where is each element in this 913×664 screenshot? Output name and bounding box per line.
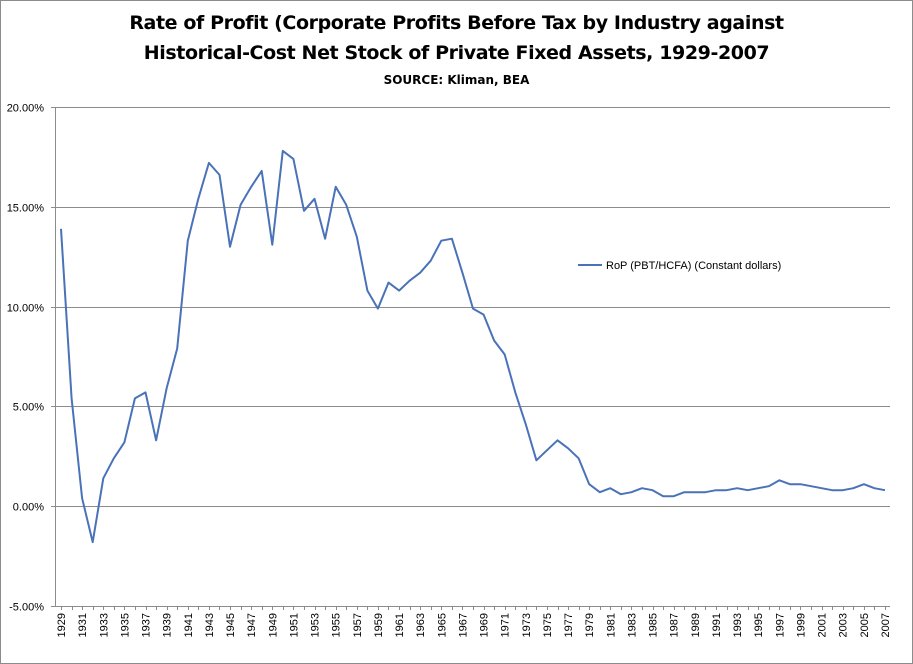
x-tick-label: 1995 xyxy=(753,613,765,637)
gridlines xyxy=(55,107,890,607)
x-tick-label: 2003 xyxy=(838,613,850,637)
y-tick-labels: -5.00% 0.00% 5.00% 10.00% 15.00% 20.00% xyxy=(7,103,45,614)
x-tick-label: 1943 xyxy=(204,613,216,637)
x-tick-label: 1975 xyxy=(542,613,554,637)
y-tick-label: 20.00% xyxy=(7,103,45,115)
x-tick-label: 1945 xyxy=(225,613,237,637)
series-group xyxy=(60,149,886,544)
legend-label: RoP (PBT/HCFA) (Constant dollars) xyxy=(606,260,781,272)
x-tick-label: 1931 xyxy=(77,613,89,637)
y-tick-label: 10.00% xyxy=(7,303,45,315)
x-tick-label: 2005 xyxy=(859,613,871,637)
y-tick-label: 5.00% xyxy=(13,402,44,414)
x-tick-label: 1963 xyxy=(415,613,427,637)
x-tick-label: 1933 xyxy=(98,613,110,637)
x-tick-label: 1937 xyxy=(141,613,153,637)
x-tick-label: 1929 xyxy=(56,613,68,637)
x-tick-label: 1935 xyxy=(119,613,131,637)
x-tick-label: 1959 xyxy=(373,613,385,637)
x-tick-label: 1965 xyxy=(436,613,448,637)
x-tick-label: 1955 xyxy=(331,613,343,637)
x-tick-label: 1987 xyxy=(669,613,681,637)
x-tick-label: 1973 xyxy=(521,613,533,637)
x-tick-label: 1981 xyxy=(605,613,617,637)
x-tick-label: 1971 xyxy=(500,613,512,637)
x-tick-label: 1989 xyxy=(690,613,702,637)
x-tick-label: 1991 xyxy=(711,613,723,637)
x-tick-label: 1967 xyxy=(457,613,469,637)
x-tick-label: 2007 xyxy=(880,613,892,637)
x-tick-label: 1997 xyxy=(774,613,786,637)
x-tick-label: 1993 xyxy=(732,613,744,637)
y-tick-label: 15.00% xyxy=(7,203,45,215)
x-tick-label: 1947 xyxy=(246,613,258,637)
series-line xyxy=(60,149,886,544)
chart-title: Rate of Profit (Corporate Profits Before… xyxy=(129,12,784,34)
x-tick-label: 1941 xyxy=(183,613,195,637)
x-tick-labels: 1929 1931 1933 1935 1937 1939 1941 1943 1945 1947… xyxy=(56,613,892,637)
x-tick-label: 1961 xyxy=(394,613,406,637)
chart-subtitle: SOURCE: Kliman, BEA xyxy=(383,73,530,87)
x-tick-label: 1977 xyxy=(563,613,575,637)
x-tick-label: 1953 xyxy=(310,613,322,637)
x-tick-label: 1949 xyxy=(267,613,279,637)
y-tick-label: 0.00% xyxy=(13,502,44,514)
x-tick-label: 1979 xyxy=(584,613,596,637)
x-tick-label: 2001 xyxy=(817,613,829,637)
x-tick-label: 1985 xyxy=(648,613,660,637)
x-tick-label: 1951 xyxy=(288,613,300,637)
x-tick-label: 1939 xyxy=(162,613,174,637)
x-tick-label: 1999 xyxy=(795,613,807,637)
y-tick-label: -5.00% xyxy=(9,602,44,614)
x-tick-label: 1983 xyxy=(626,613,638,637)
chart-title-line2: Historical-Cost Net Stock of Private Fix… xyxy=(143,42,770,64)
axes xyxy=(51,107,886,610)
x-tick-label: 1969 xyxy=(479,613,491,637)
legend: RoP (PBT/HCFA) (Constant dollars) xyxy=(578,260,781,272)
x-tick-label: 1957 xyxy=(352,613,364,637)
